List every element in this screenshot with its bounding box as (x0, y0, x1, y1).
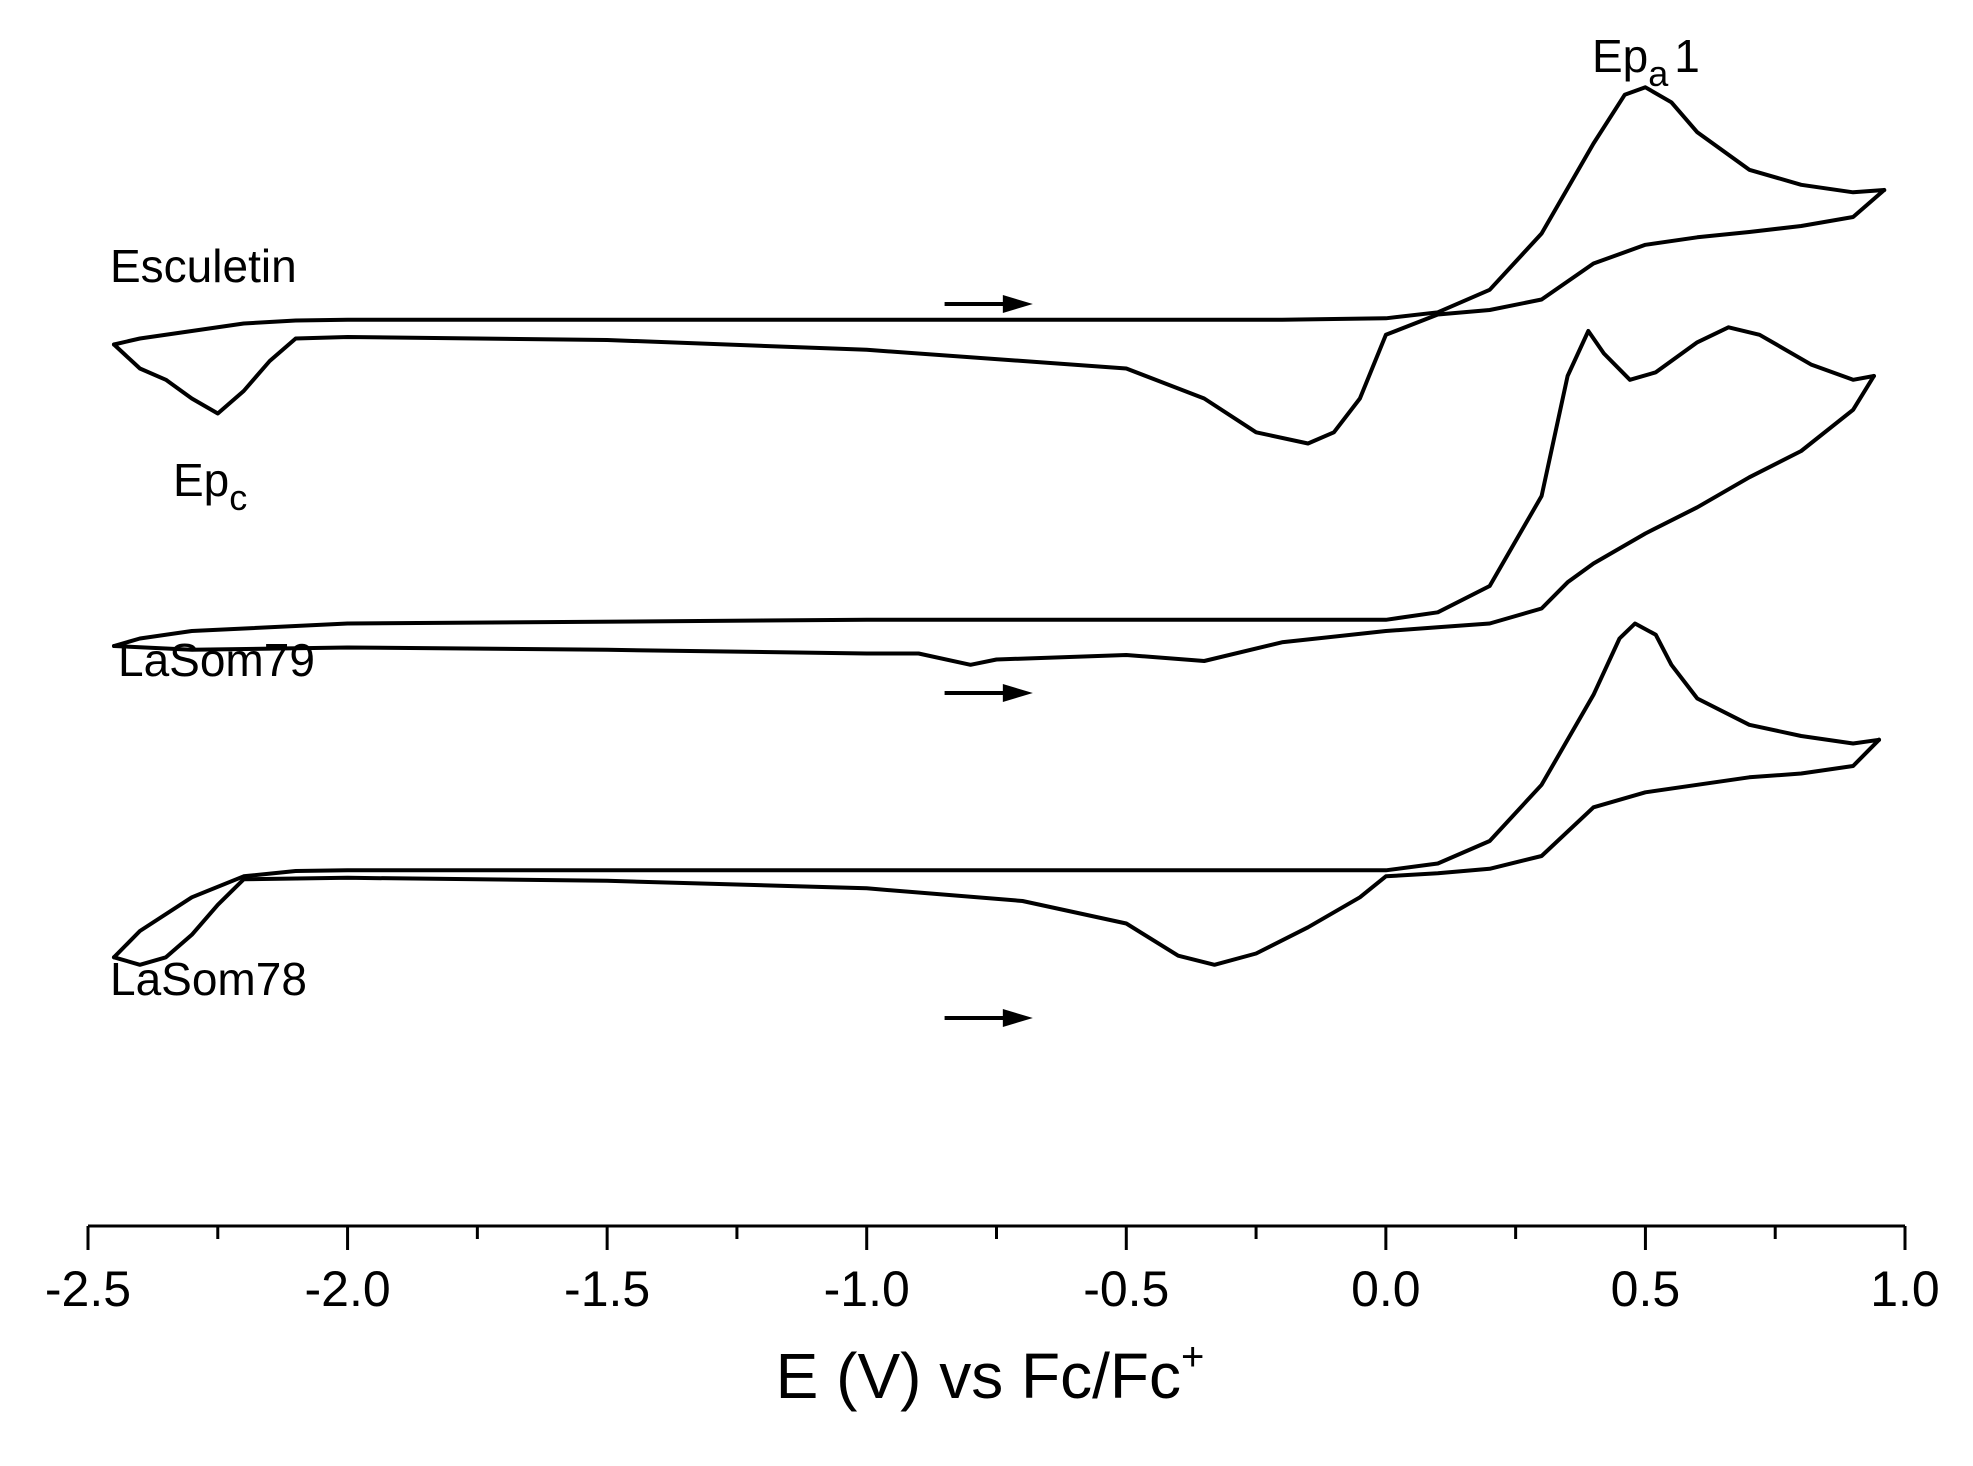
scan-arrow-head (1002, 1009, 1033, 1027)
series-lasom79-forward-scan (112, 325, 1876, 648)
annotation-epa1: Epa 1 (1592, 30, 1700, 94)
x-axis-title-superscript: + (1181, 1335, 1204, 1379)
scan-arrow-lasom79 (944, 684, 1033, 702)
x-tick-label: -1.0 (824, 1261, 910, 1317)
x-tick-label: 0.0 (1351, 1261, 1421, 1317)
scan-arrow-head (1002, 295, 1033, 313)
series-lasom79 (112, 325, 1876, 667)
scan-arrow-layer (944, 295, 1033, 1027)
x-tick-label: -0.5 (1083, 1261, 1169, 1317)
annotation-epa1-suffix: 1 (1674, 30, 1700, 82)
x-tick-label: 1.0 (1870, 1261, 1940, 1317)
x-tick-label: -2.0 (304, 1261, 390, 1317)
scan-arrow-head (1002, 684, 1033, 702)
x-tick-label: -1.5 (564, 1261, 650, 1317)
series-label-lasom78: LaSom78 (110, 953, 307, 1005)
series-lasom79-reverse-scan (112, 374, 1876, 667)
annotation-epa1-main: Ep (1592, 30, 1648, 82)
series-lasom78-reverse-scan (112, 737, 1881, 967)
x-tick-label: -2.5 (45, 1261, 131, 1317)
x-tick-layer: -2.5 -2.0 -1.5 -1.0 -0.5 0.0 0.5 1.0 (45, 1226, 1940, 1317)
x-axis-title-main: E (V) vs Fc/Fc (776, 1340, 1181, 1412)
series-esculetin-forward-scan (112, 85, 1887, 347)
scan-arrow-lasom78 (944, 1009, 1033, 1027)
scan-arrow-esculetin (944, 295, 1033, 313)
x-axis: -2.5 -2.0 -1.5 -1.0 -0.5 0.0 0.5 1.0 E (V) vs F… (45, 1224, 1940, 1412)
x-axis-title: E (V) vs Fc/Fc+ (776, 1335, 1205, 1412)
series-label-esculetin: Esculetin (110, 240, 297, 292)
series-lasom78-forward-scan (112, 621, 1881, 960)
series-esculetin-reverse-scan (112, 188, 1887, 446)
series-esculetin (112, 85, 1887, 446)
series-label-layer: Esculetin LaSom79 LaSom78 (110, 240, 315, 1005)
series-lasom78 (112, 621, 1881, 967)
x-tick-label: 0.5 (1611, 1261, 1681, 1317)
annotation-epa1-subscript: a (1648, 53, 1669, 94)
series-label-lasom79: LaSom79 (118, 634, 315, 686)
annotation-epc: Epc (173, 454, 247, 518)
annotation-epc-subscript: c (229, 477, 247, 518)
trace-layer (112, 85, 1887, 967)
annotation-epc-main: Ep (173, 454, 229, 506)
